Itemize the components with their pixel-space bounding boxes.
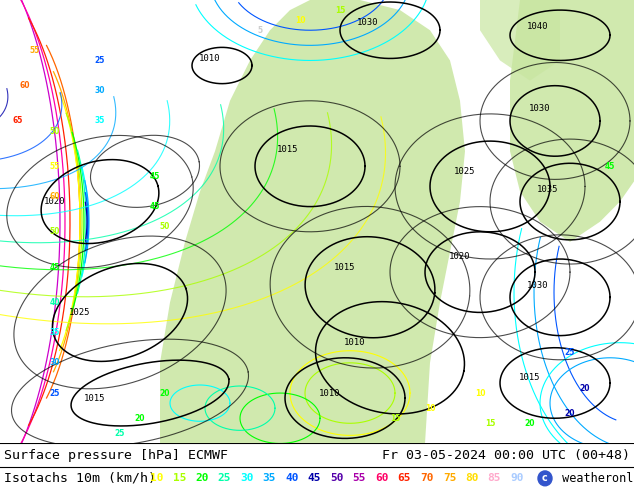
- Text: 1020: 1020: [450, 252, 471, 262]
- Text: c: c: [542, 473, 548, 483]
- Text: 45: 45: [150, 202, 160, 211]
- Text: 10: 10: [150, 473, 164, 483]
- Text: weatheronline.co.uk: weatheronline.co.uk: [555, 472, 634, 485]
- Text: 70: 70: [420, 473, 434, 483]
- Text: 60: 60: [375, 473, 389, 483]
- Text: 20: 20: [525, 419, 535, 428]
- Text: 25: 25: [565, 348, 575, 357]
- Text: 25: 25: [217, 473, 231, 483]
- Text: 20: 20: [195, 473, 209, 483]
- Polygon shape: [510, 0, 634, 242]
- Text: 1015: 1015: [84, 393, 106, 403]
- Text: 35: 35: [50, 328, 60, 337]
- Polygon shape: [480, 0, 560, 81]
- Text: 30: 30: [240, 473, 254, 483]
- Text: 1015: 1015: [277, 145, 299, 154]
- Text: 20: 20: [160, 389, 171, 397]
- Text: 20: 20: [565, 409, 575, 417]
- Text: 1010: 1010: [344, 338, 366, 347]
- Text: 20: 20: [579, 384, 590, 392]
- Text: 1025: 1025: [454, 167, 476, 176]
- Text: 1015: 1015: [334, 263, 356, 271]
- Text: 15: 15: [390, 414, 400, 423]
- Text: 30: 30: [49, 358, 60, 368]
- Text: 1020: 1020: [44, 197, 66, 206]
- Text: 10: 10: [475, 389, 485, 397]
- Text: 15: 15: [485, 419, 495, 428]
- Polygon shape: [160, 0, 465, 443]
- Text: 50: 50: [160, 222, 170, 231]
- Text: 80: 80: [465, 473, 479, 483]
- Circle shape: [538, 471, 552, 486]
- Text: 35: 35: [95, 117, 105, 125]
- Text: 1030: 1030: [529, 104, 551, 113]
- Text: 60: 60: [49, 192, 60, 201]
- Text: 65: 65: [398, 473, 411, 483]
- Text: 45: 45: [150, 172, 160, 181]
- Text: 50: 50: [330, 473, 344, 483]
- Text: 5: 5: [257, 26, 262, 35]
- Text: 65: 65: [13, 117, 23, 125]
- Text: 35: 35: [262, 473, 276, 483]
- Text: 1025: 1025: [69, 308, 91, 317]
- Text: 1035: 1035: [537, 185, 559, 194]
- Text: 15: 15: [172, 473, 186, 483]
- Text: 15: 15: [335, 5, 345, 15]
- Text: 25: 25: [50, 389, 60, 397]
- Text: 90: 90: [510, 473, 524, 483]
- Text: 45: 45: [605, 162, 615, 171]
- Text: 55: 55: [353, 473, 366, 483]
- Text: 1040: 1040: [527, 22, 549, 31]
- Text: 1015: 1015: [519, 373, 541, 382]
- Text: 1030: 1030: [357, 18, 378, 26]
- Text: Isotachs 10m (km/h): Isotachs 10m (km/h): [4, 472, 156, 485]
- Text: 60: 60: [20, 81, 30, 90]
- Text: 1010: 1010: [199, 54, 221, 63]
- Text: 30: 30: [94, 86, 105, 95]
- Text: 10: 10: [425, 404, 436, 413]
- Text: 25: 25: [95, 56, 105, 65]
- Text: 40: 40: [285, 473, 299, 483]
- Text: 1030: 1030: [527, 281, 549, 290]
- Text: 20: 20: [135, 414, 145, 423]
- Text: 10: 10: [295, 16, 305, 24]
- Text: 25: 25: [115, 429, 125, 438]
- Text: 1010: 1010: [320, 389, 340, 397]
- Text: 50: 50: [50, 126, 60, 136]
- Text: 45: 45: [50, 263, 60, 271]
- Text: 40: 40: [49, 298, 60, 307]
- Text: 75: 75: [443, 473, 456, 483]
- Text: Surface pressure [hPa] ECMWF: Surface pressure [hPa] ECMWF: [4, 448, 228, 462]
- Text: 55: 55: [30, 46, 40, 55]
- Text: 85: 85: [488, 473, 501, 483]
- Text: 55: 55: [50, 162, 60, 171]
- Text: 50: 50: [50, 227, 60, 236]
- Text: Fr 03-05-2024 00:00 UTC (00+48): Fr 03-05-2024 00:00 UTC (00+48): [382, 448, 630, 462]
- Text: 45: 45: [307, 473, 321, 483]
